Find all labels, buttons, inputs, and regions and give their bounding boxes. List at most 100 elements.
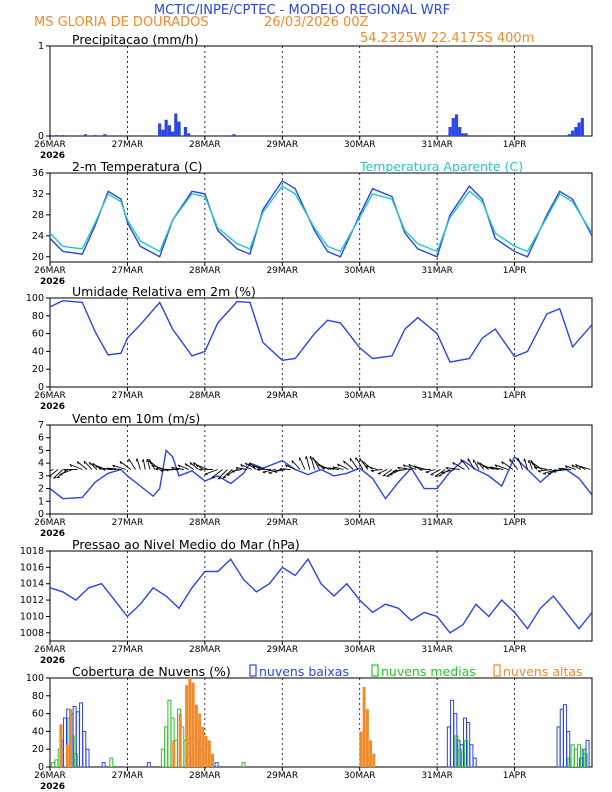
x-tick-label: 26MAR — [34, 645, 66, 655]
x-tick-label: 27MAR — [112, 391, 144, 401]
wind-vector-head — [165, 469, 169, 472]
y-tick-label: 1 — [38, 41, 44, 52]
panel-wind: 26MAR 27MAR 28MAR 29MAR 30MAR 31MAR 1APR 2026 0 1… — [34, 411, 593, 539]
y-tick-label: 7 — [38, 420, 44, 431]
cloud-bar-low — [556, 726, 561, 767]
legend-label-green: nuvens medias — [381, 664, 476, 679]
wind-vector — [312, 457, 320, 470]
wind-vector-head — [284, 464, 288, 468]
wind-vector-head — [481, 464, 485, 468]
wind-vector-head — [217, 477, 221, 480]
precip-bar — [93, 135, 97, 136]
wind-vector — [517, 457, 524, 470]
wind-vector-head — [94, 464, 98, 468]
cloud-bar-mid — [73, 753, 78, 767]
series-line-blue — [50, 557, 592, 634]
y-tick-label: 0 — [38, 762, 44, 773]
wind-vector — [438, 469, 451, 477]
wind-vector-head — [543, 473, 547, 475]
x-tick-label: 30MAR — [344, 771, 376, 781]
cloud-bar-low — [559, 708, 564, 767]
wind-vector — [530, 459, 538, 470]
wind-vector-head — [479, 462, 482, 466]
plot-area — [50, 299, 592, 363]
legend-label-orange: nuvens altas — [503, 664, 583, 679]
precip-bar — [448, 127, 452, 136]
cloud-bar-high — [65, 744, 69, 767]
cloud-bar-low — [146, 762, 151, 767]
wind-vector-head — [76, 461, 79, 465]
panel-temp: 26MAR 27MAR 28MAR 29MAR 30MAR 31MAR 1APR 2026 20… — [32, 159, 593, 287]
panel-title: Precipitacao (mm/h) — [72, 32, 199, 47]
wind-vector — [280, 468, 291, 470]
x-tick-label: 28MAR — [189, 518, 221, 528]
wind-vector-head — [397, 467, 401, 470]
wind-vector — [377, 469, 388, 475]
y-tick-label: 1 — [38, 496, 44, 507]
precip-bar — [161, 129, 165, 136]
cloud-bar-high — [369, 740, 373, 767]
wind-vector-head — [332, 466, 336, 470]
wind-vector-head — [419, 468, 423, 472]
x-tick-label: 31MAR — [421, 518, 453, 528]
panel-title: 2-m Temperatura (C) — [72, 159, 203, 174]
wind-vector-head — [160, 470, 164, 473]
wind-vector-head — [89, 462, 91, 466]
wind-vector — [136, 458, 141, 470]
wind-vector — [112, 464, 126, 470]
wind-vector-head — [83, 460, 86, 464]
wind-vector — [146, 458, 151, 470]
x-tick-label: 26MAR — [34, 518, 66, 528]
x-tick-label: 26MAR — [34, 140, 66, 150]
x-tick-label: 29MAR — [266, 140, 298, 150]
wind-vector — [189, 462, 199, 470]
cloud-bar-mid — [573, 748, 578, 767]
legend-label-blue: nuvens baixas — [259, 664, 349, 679]
wind-vector-head — [102, 468, 106, 471]
panel-frame — [49, 297, 593, 388]
cloud-bar-mid — [583, 753, 588, 767]
cloud-bar-mid — [164, 726, 169, 767]
cloud-bar-mid — [464, 739, 469, 767]
wind-vector — [171, 466, 184, 470]
wind-vector — [332, 466, 344, 470]
wind-vector-head — [155, 468, 159, 471]
wind-vector-head — [171, 467, 175, 470]
wind-vector-head — [441, 472, 445, 475]
x-tick-label: 28MAR — [189, 140, 221, 150]
wind-vector — [533, 466, 547, 470]
precip-bar — [177, 121, 181, 136]
wind-vector-head — [533, 466, 537, 469]
wind-vector — [571, 464, 581, 470]
wind-vector-head — [69, 464, 73, 467]
cloud-bar-high — [188, 678, 192, 767]
x-tick-label: 28MAR — [189, 645, 221, 655]
header-title: MCTIC/INPE/CPTEC - MODELO REGIONAL WRF — [154, 3, 450, 18]
y-tick-label: 40 — [32, 726, 44, 737]
wind-vector-head — [322, 466, 326, 470]
x-tick-label: 1APR — [503, 391, 527, 401]
wind-vector-head — [452, 462, 455, 466]
wind-vector-head — [402, 464, 406, 468]
y-tick-label: 1016 — [20, 562, 44, 573]
cloud-bar-high — [194, 704, 198, 767]
panel-frame — [49, 45, 593, 137]
y-tick-label: 3 — [38, 471, 44, 482]
cloud-bar-low — [101, 762, 106, 767]
wind-vector — [53, 469, 64, 479]
wind-vector-head — [92, 463, 95, 467]
cloud-bar-high — [372, 753, 376, 767]
x-tick-label: 30MAR — [344, 518, 376, 528]
x-tick-label: 29MAR — [266, 771, 298, 781]
wind-vector-head — [63, 469, 67, 472]
y-tick-label: 100 — [26, 293, 44, 304]
x-tick-label: 28MAR — [189, 771, 221, 781]
wind-vector-head — [343, 460, 345, 464]
wind-vector — [359, 457, 369, 470]
wind-vector — [291, 460, 301, 470]
x-year-label: 2026 — [40, 529, 65, 539]
wind-vector-head — [485, 466, 489, 470]
panel-rh: 26MAR 27MAR 28MAR 29MAR 30MAR 31MAR 1APR 2026 0 2… — [26, 284, 593, 412]
wind-vector — [578, 465, 591, 470]
wind-vector — [252, 465, 267, 470]
